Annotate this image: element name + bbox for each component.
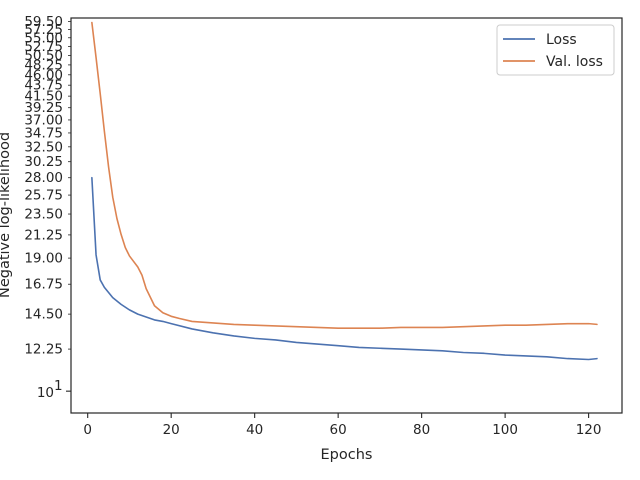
- legend-box: [496, 24, 615, 76]
- y-tick-label: 48.25: [24, 57, 63, 73]
- y-tick-label: 30.25: [24, 154, 63, 170]
- y-tick-label: 52.75: [24, 39, 63, 55]
- y-tick-label: 25.75: [24, 188, 63, 204]
- y-tick-label: 28.00: [24, 170, 63, 186]
- x-tick-label: 120: [576, 422, 602, 438]
- series-line-val-loss: [91, 21, 598, 329]
- y-axis: 12.25 14.50 16.75 19.00 21.25 23.50 25.75 28.00…: [24, 14, 71, 401]
- x-axis: 0 20 40 60 80 100 120: [83, 413, 601, 438]
- x-tick-label: 20: [163, 422, 180, 438]
- x-tick-label: 60: [330, 422, 347, 438]
- legend: Loss Val. loss: [496, 24, 615, 76]
- y-tick-label: 50.50: [24, 48, 63, 64]
- y-tick-label: 46.00: [24, 67, 63, 83]
- y-tick-label: 12.25: [24, 342, 63, 358]
- y-tick-label: 14.50: [24, 307, 63, 323]
- legend-label: Loss: [546, 32, 577, 48]
- y-tick-label: 43.75: [24, 78, 63, 94]
- y-tick-label: 32.50: [24, 139, 63, 155]
- y-tick-label: 19.00: [24, 251, 63, 267]
- series-layer: [91, 21, 598, 361]
- y-major-tick-label: 10: [37, 385, 54, 401]
- y-tick-label: 39.25: [24, 100, 63, 116]
- x-axis-label: Epochs: [321, 447, 373, 463]
- y-axis-label: Negative log-likelihood: [0, 132, 13, 298]
- series-line-loss: [91, 176, 598, 361]
- legend-label: Val. loss: [546, 54, 603, 70]
- x-tick-label: 40: [246, 422, 263, 438]
- x-tick-label: 0: [83, 422, 92, 438]
- y-major-tick-exponent: 1: [54, 378, 63, 394]
- x-tick-label: 100: [492, 422, 518, 438]
- y-tick-label: 59.50: [24, 14, 63, 30]
- x-tick-label: 80: [413, 422, 430, 438]
- y-tick-label: 23.50: [24, 207, 63, 223]
- y-tick-label: 16.75: [24, 277, 63, 293]
- y-tick-label: 41.50: [24, 89, 63, 105]
- y-tick-label: 55.00: [24, 30, 63, 46]
- y-tick-label: 57.25: [24, 22, 63, 38]
- plot-frame: [70, 17, 623, 414]
- y-tick-label: 34.75: [24, 125, 63, 141]
- y-tick-label: 37.00: [24, 112, 63, 128]
- y-tick-label: 21.25: [24, 227, 63, 243]
